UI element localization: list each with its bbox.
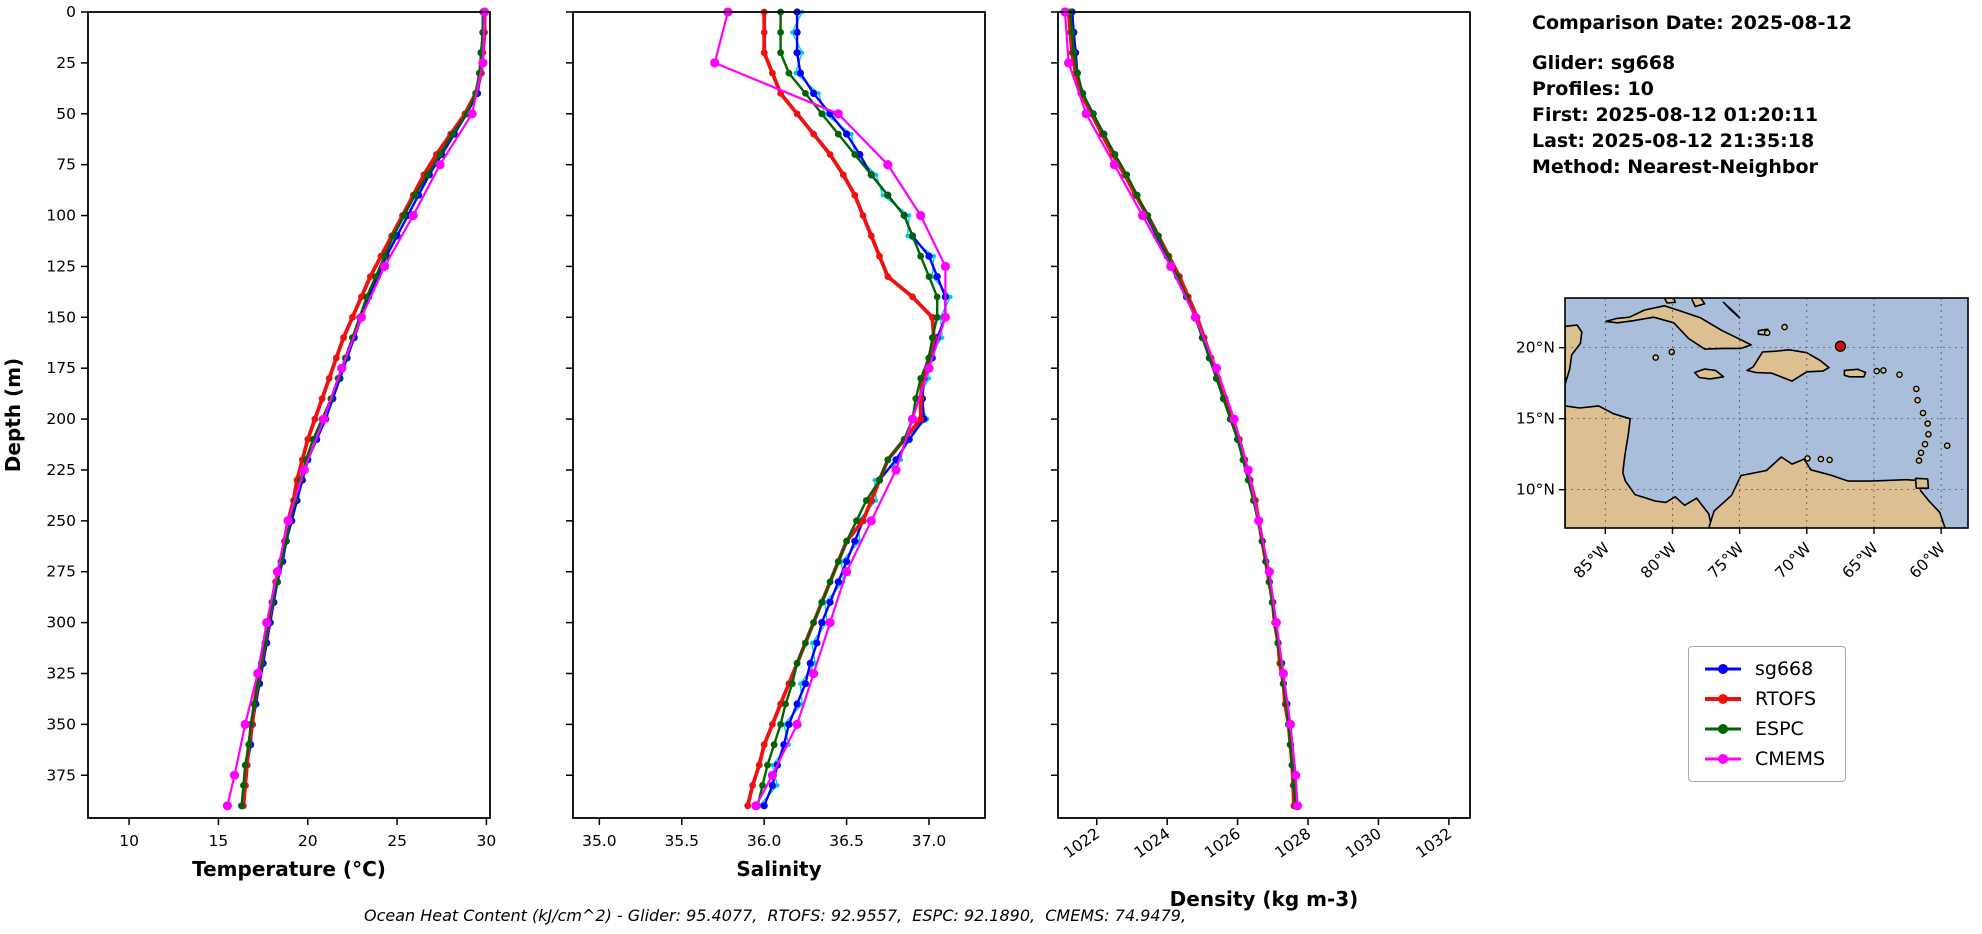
map-lon-label: 75°W	[1704, 539, 1747, 582]
svg-text:175: 175	[46, 359, 76, 377]
map-lon-label: 65°W	[1839, 539, 1882, 582]
first-profile-time: First: 2025-08-12 01:20:11	[1532, 104, 1819, 126]
svg-text:75: 75	[56, 156, 76, 174]
legend-swatch-sg668	[1705, 664, 1741, 674]
salinity-axes-frame	[572, 11, 986, 819]
svg-text:325: 325	[46, 664, 76, 682]
map-lon-label: 85°W	[1570, 539, 1613, 582]
map-lon-label: 80°W	[1637, 539, 1680, 582]
svg-text:1030: 1030	[1342, 825, 1385, 862]
legend-item-ESPC: ESPC	[1702, 718, 1825, 740]
map-land-layer	[1565, 298, 1968, 528]
legend-label: CMEMS	[1755, 748, 1826, 770]
svg-text:125: 125	[46, 257, 76, 275]
svg-text:350: 350	[46, 715, 76, 733]
salinity-plot: 35.0 35.5 36.0 36.5 37.0 Salinity	[566, 7, 986, 881]
svg-text:1028: 1028	[1272, 825, 1315, 862]
svg-text:25: 25	[387, 832, 407, 850]
map-frame	[1564, 297, 1969, 529]
density-series-glider_raw	[1070, 9, 1298, 808]
svg-text:200: 200	[46, 410, 76, 428]
legend-label: sg668	[1755, 658, 1814, 680]
map-lon-label: 70°W	[1772, 539, 1815, 582]
glider-location-marker	[1834, 340, 1846, 352]
temperature-plot: 10 15 20 25 30025507510012515017520022525027…	[1, 3, 496, 881]
info-spacer	[1532, 36, 1852, 50]
density-series-sg668	[1068, 8, 1300, 810]
svg-text:150: 150	[46, 308, 76, 326]
density-axes-frame	[1057, 11, 1471, 819]
legend-label: RTOFS	[1755, 688, 1817, 710]
salinity-xlabel: Salinity	[736, 857, 821, 881]
svg-text:300: 300	[46, 614, 76, 632]
footer-caption: Ocean Heat Content (kJ/cm^2) - Glider: 9…	[363, 906, 1187, 925]
map-lat-label: 10°N	[1516, 481, 1555, 499]
svg-text:375: 375	[46, 766, 76, 784]
legend-box: sg668 RTOFS ESPC CMEMS	[1688, 646, 1847, 782]
comparison-date: Comparison Date: 2025-08-12	[1532, 12, 1852, 34]
svg-text:10: 10	[119, 832, 139, 850]
svg-text:36.5: 36.5	[829, 832, 864, 850]
svg-text:0: 0	[66, 3, 76, 21]
map-lat-label: 15°N	[1516, 410, 1555, 428]
svg-text:36.0: 36.0	[747, 832, 782, 850]
legend-swatch-CMEMS	[1705, 754, 1741, 764]
map-lat-label: 20°N	[1516, 339, 1555, 357]
glider-name: Glider: sg668	[1532, 52, 1676, 74]
legend-item-sg668: sg668	[1702, 658, 1825, 680]
svg-text:25: 25	[56, 54, 76, 72]
density-series-CMEMS	[1060, 7, 1303, 811]
svg-text:275: 275	[46, 563, 76, 581]
salinity-series-ESPC	[754, 8, 941, 810]
temperature-series-glider_raw	[238, 9, 486, 808]
legend-swatch-ESPC	[1705, 724, 1741, 734]
temperature-series-RTOFS	[240, 8, 488, 810]
svg-text:30: 30	[477, 832, 497, 850]
profiles-count: Profiles: 10	[1532, 78, 1654, 100]
temperature-ylabel: Depth (m)	[1, 358, 25, 472]
svg-text:37.0: 37.0	[912, 832, 947, 850]
svg-text:35.5: 35.5	[665, 832, 700, 850]
temperature-xlabel: Temperature (°C)	[192, 857, 386, 881]
last-profile-time: Last: 2025-08-12 21:35:18	[1532, 130, 1815, 152]
legend-label: ESPC	[1755, 718, 1804, 740]
temperature-series-sg668	[238, 8, 487, 810]
svg-text:35.0: 35.0	[582, 832, 617, 850]
temperature-axes-frame	[87, 11, 491, 819]
legend-swatch-RTOFS	[1705, 694, 1741, 704]
legend-item-RTOFS: RTOFS	[1702, 688, 1825, 710]
svg-text:20: 20	[298, 832, 318, 850]
temperature-series-ESPC	[238, 8, 487, 810]
map-lon-label: 60°W	[1906, 539, 1949, 582]
density-plot: 1022 1024 1026 1028 1030 1032 Density (kg m-3)	[1051, 7, 1471, 911]
location-map: 20°N 15°N 10°N 85°W 80°W 75°W 70°W 65°W 60°W	[1516, 297, 1969, 582]
svg-text:1024: 1024	[1131, 825, 1174, 862]
svg-text:15: 15	[209, 832, 229, 850]
svg-text:50: 50	[56, 105, 76, 123]
svg-text:250: 250	[46, 512, 76, 530]
info-panel: Comparison Date: 2025-08-12 Glider: sg66…	[1532, 10, 1852, 180]
interp-method: Method: Nearest-Neighbor	[1532, 156, 1818, 178]
svg-text:1026: 1026	[1201, 825, 1244, 862]
density-xlabel: Density (kg m-3)	[1170, 887, 1359, 911]
salinity-series-CMEMS	[710, 7, 951, 811]
legend-item-CMEMS: CMEMS	[1702, 748, 1825, 770]
svg-text:225: 225	[46, 461, 76, 479]
svg-text:1032: 1032	[1413, 825, 1456, 862]
svg-text:1022: 1022	[1060, 825, 1103, 862]
temperature-series-CMEMS	[222, 7, 490, 811]
svg-text:100: 100	[46, 207, 76, 225]
density-series-ESPC	[1066, 8, 1299, 810]
